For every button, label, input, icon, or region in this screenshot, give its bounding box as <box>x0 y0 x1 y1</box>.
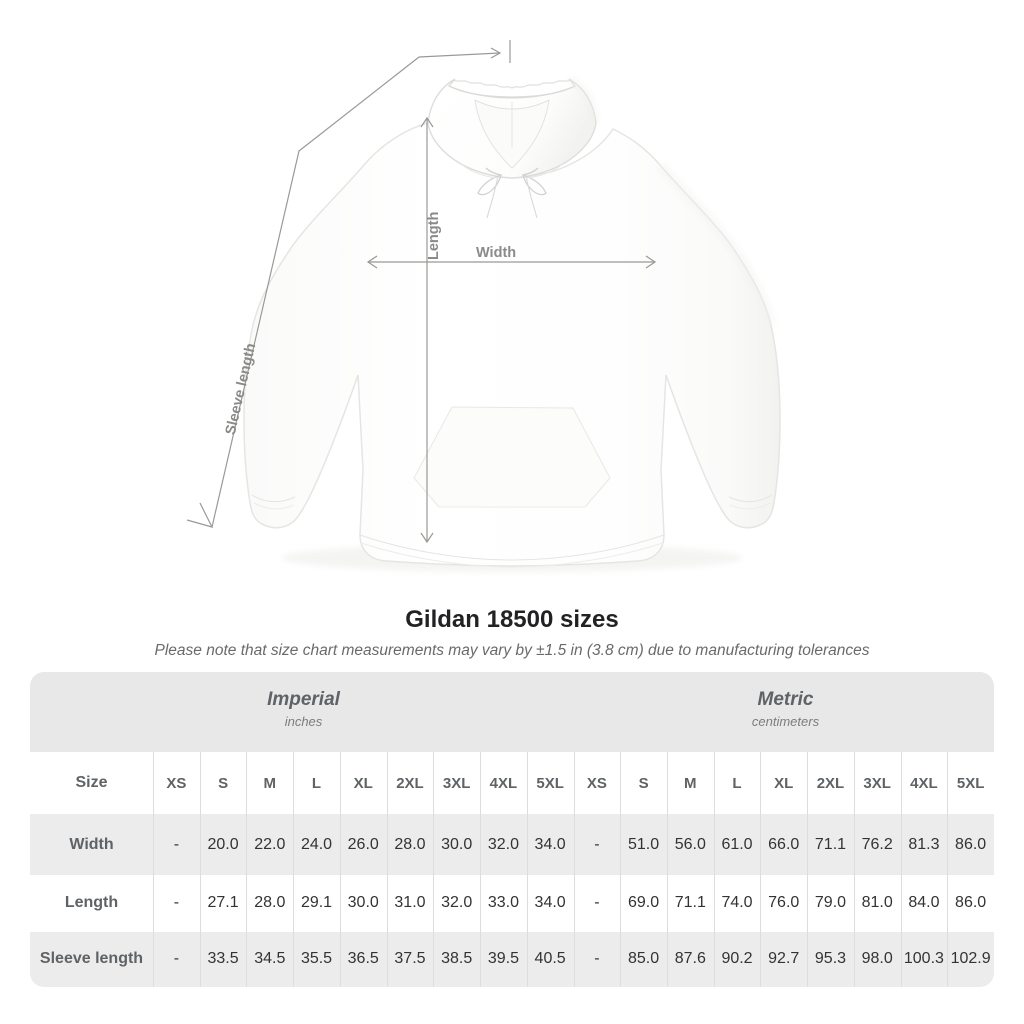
svg-text:Width: Width <box>476 245 516 261</box>
svg-text:Length: Length <box>426 212 442 260</box>
